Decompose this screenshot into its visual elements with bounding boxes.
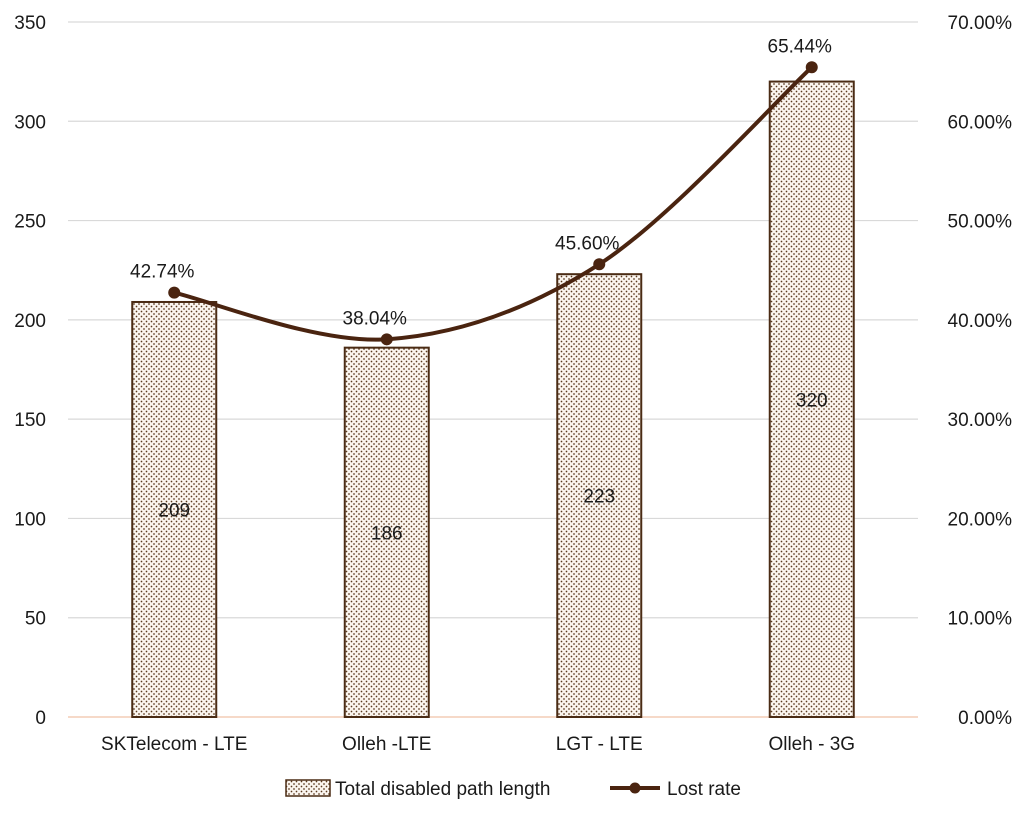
legend-label-line: Lost rate [667, 779, 741, 800]
bar-series [131, 80, 855, 719]
lost-rate-marker [380, 333, 393, 346]
right-tick-label: 30.00% [948, 410, 1013, 431]
left-tick-label: 50 [25, 609, 46, 630]
right-axis: 0.00% 10.00% 20.00% 30.00% 40.00% 50.00% 60.00… [948, 13, 1013, 729]
lost-rate-line [172, 65, 814, 342]
right-tick-label: 40.00% [948, 311, 1013, 332]
legend-swatch-bar [285, 779, 331, 797]
line-series: 42.74% 38.04% 45.60% 65.44% [130, 36, 833, 346]
left-tick-label: 300 [14, 112, 46, 133]
category-label: Olleh - 3G [768, 734, 855, 755]
bar [556, 273, 643, 718]
bar-value-label: 223 [583, 487, 615, 508]
lost-rate-label: 45.60% [555, 233, 620, 254]
bar-data-labels: 209 186 223 320 [158, 390, 827, 544]
bar-value-label: 320 [796, 390, 828, 411]
legend: Total disabled path length Lost rate [285, 779, 741, 800]
right-tick-label: 70.00% [948, 13, 1013, 34]
lost-rate-label: 38.04% [343, 308, 408, 329]
bar [131, 300, 218, 718]
category-label: LGT - LTE [556, 734, 643, 755]
right-tick-label: 50.00% [948, 212, 1013, 233]
left-tick-label: 100 [14, 509, 46, 530]
bar-value-label: 209 [158, 500, 190, 521]
right-tick-label: 20.00% [948, 509, 1013, 530]
category-axis: SKTelecom - LTE Olleh -LTE LGT - LTE Olleh … [101, 734, 855, 755]
left-tick-label: 0 [35, 708, 46, 729]
bar [343, 346, 430, 718]
left-tick-label: 200 [14, 311, 46, 332]
lost-rate-marker [168, 286, 181, 299]
legend-swatch-marker [629, 782, 641, 794]
legend-label-bar: Total disabled path length [335, 779, 551, 800]
left-axis: 0 50 100 150 200 250 300 350 [14, 13, 46, 729]
left-tick-label: 350 [14, 13, 46, 34]
right-tick-label: 0.00% [958, 708, 1012, 729]
right-tick-label: 10.00% [948, 609, 1013, 630]
right-tick-label: 60.00% [948, 112, 1013, 133]
bar-value-label: 186 [371, 523, 403, 544]
bar [768, 80, 855, 719]
lost-rate-marker [593, 258, 606, 271]
lost-rate-label: 65.44% [768, 36, 833, 57]
left-tick-label: 150 [14, 410, 46, 431]
category-label: SKTelecom - LTE [101, 734, 247, 755]
lost-rate-marker [805, 61, 818, 74]
lost-rate-label: 42.74% [130, 262, 195, 283]
left-tick-label: 250 [14, 212, 46, 233]
category-label: Olleh -LTE [342, 734, 431, 755]
